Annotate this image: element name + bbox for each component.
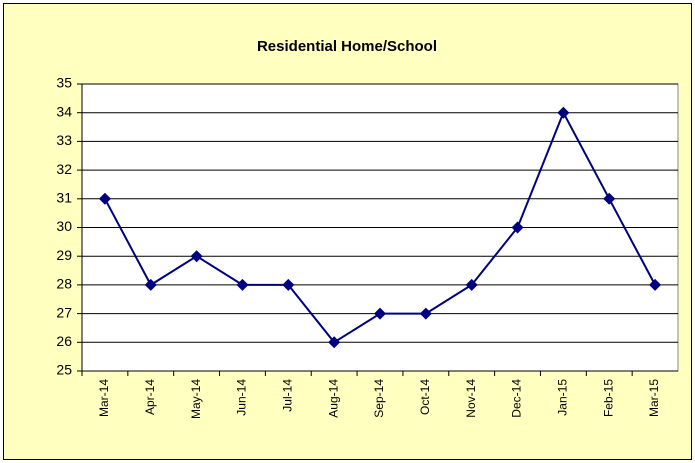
y-tick-label: 30 bbox=[56, 218, 72, 234]
marker bbox=[465, 278, 478, 291]
x-tick-label: Dec-14 bbox=[510, 379, 524, 418]
marker bbox=[374, 307, 386, 320]
y-tick-label: 29 bbox=[56, 247, 72, 263]
marker bbox=[328, 336, 341, 349]
y-tick-label: 32 bbox=[56, 161, 72, 177]
x-tick-label: Mar-14 bbox=[97, 379, 111, 417]
y-tick-label: 27 bbox=[56, 304, 72, 320]
marker bbox=[98, 192, 111, 205]
y-tick-label: 26 bbox=[56, 333, 72, 349]
x-tick-label: Jan-15 bbox=[556, 379, 570, 416]
y-tick-label: 31 bbox=[56, 190, 72, 206]
y-tick-label: 33 bbox=[56, 132, 72, 148]
x-tick-label: Sep-14 bbox=[372, 379, 386, 418]
marker bbox=[190, 250, 203, 263]
x-tick-label: Feb-15 bbox=[601, 379, 615, 417]
marker bbox=[649, 278, 662, 291]
x-tick-label: Apr-14 bbox=[143, 379, 157, 415]
marker bbox=[282, 278, 295, 291]
y-tick-label: 34 bbox=[56, 103, 72, 119]
y-tick-label: 25 bbox=[56, 362, 72, 378]
x-tick-label: Jul-14 bbox=[280, 379, 294, 412]
x-tick-label: Nov-14 bbox=[464, 379, 478, 418]
marker bbox=[603, 192, 616, 205]
marker bbox=[236, 278, 249, 291]
x-tick-label: May-14 bbox=[189, 379, 203, 419]
marker bbox=[419, 307, 432, 320]
x-tick-label: Jun-14 bbox=[235, 379, 249, 416]
y-tick-label: 35 bbox=[56, 75, 72, 91]
x-tick-label: Mar-15 bbox=[647, 379, 661, 417]
x-tick-label: Oct-14 bbox=[418, 379, 432, 415]
y-tick-label: 28 bbox=[56, 276, 72, 292]
marker bbox=[557, 106, 570, 119]
chart-title: Residential Home/School bbox=[257, 38, 437, 55]
x-tick-label: Aug-14 bbox=[326, 379, 340, 418]
marker bbox=[511, 221, 524, 234]
marker bbox=[144, 278, 157, 291]
